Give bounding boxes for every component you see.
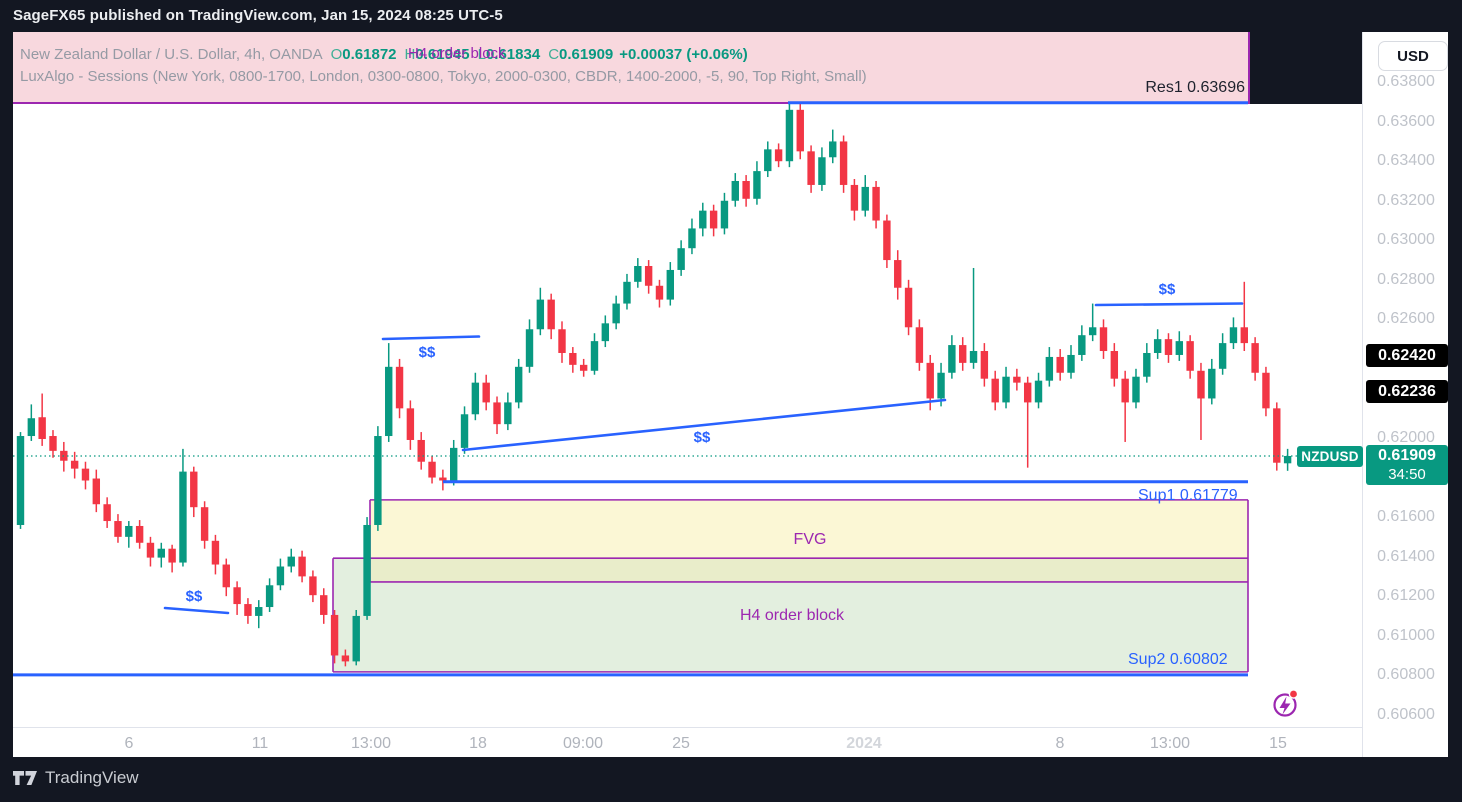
time-tick-label: 13:00	[1149, 735, 1191, 752]
alert-price-badge-2[interactable]: 0.62236	[1366, 380, 1448, 403]
price-tick-label: 0.63200	[1377, 191, 1435, 209]
candle-countdown: 34:50	[1388, 466, 1426, 483]
price-tick-label: 0.62800	[1377, 270, 1435, 288]
time-tick-label: 15	[1269, 735, 1287, 752]
indicator-title: LuxAlgo - Sessions (New York, 0800-1700,…	[20, 68, 867, 85]
tradingview-logo-text: TradingView	[45, 768, 139, 787]
change-value: +0.00037 (+0.06%)	[619, 46, 748, 63]
time-tick-label: 09:00	[562, 735, 604, 752]
high-value: 0.61945	[415, 46, 470, 63]
current-price-value: 0.61909	[1378, 447, 1436, 464]
price-tick-label: 0.61400	[1377, 547, 1435, 565]
indicator-legend-row[interactable]: LuxAlgo - Sessions (New York, 0800-1700,…	[20, 68, 867, 85]
low-letter: L	[477, 46, 486, 63]
price-tick-label: 0.61600	[1377, 508, 1435, 526]
symbol-title: New Zealand Dollar / U.S. Dollar, 4h, OA…	[20, 46, 323, 63]
time-tick-label: 8	[1055, 735, 1065, 752]
money-mark: $$	[1158, 281, 1176, 298]
tradingview-logo-icon	[13, 771, 37, 785]
currency-toggle-button[interactable]: USD	[1378, 41, 1448, 71]
time-tick-label: 11	[251, 735, 269, 752]
price-tick-label: 0.60800	[1377, 666, 1435, 684]
symbol-legend-row[interactable]: New Zealand Dollar / U.S. Dollar, 4h, OA…	[20, 46, 748, 63]
money-mark: $$	[185, 588, 203, 605]
price-tick-label: 0.63000	[1377, 231, 1435, 249]
tradingview-logo[interactable]: TradingView	[13, 768, 139, 788]
open-letter: O	[330, 46, 343, 63]
alert-price-badge-1[interactable]: 0.62420	[1366, 344, 1448, 367]
h4-order-block-floating-label: H4 order block	[408, 45, 506, 62]
session-band-cbdr	[13, 32, 1250, 104]
published-header: SageFX65 published on TradingView.com, J…	[13, 7, 503, 24]
price-tick-label: 0.63400	[1377, 152, 1435, 170]
time-tick-label: 18	[469, 735, 487, 752]
time-tick-label: 6	[124, 735, 134, 752]
close-value: 0.61909	[559, 46, 614, 63]
sup1-level-label: Sup1 0.61779	[1138, 487, 1238, 504]
top-right-dark-corner	[1250, 32, 1362, 104]
low-value: 0.61834	[485, 46, 541, 63]
fvg-zone-label: FVG	[793, 531, 827, 548]
open-value: 0.61872	[342, 46, 397, 63]
price-tick-label: 0.60600	[1377, 705, 1435, 723]
time-tick-label: 25	[672, 735, 690, 752]
price-tick-label: 0.63600	[1377, 112, 1435, 130]
time-axis[interactable]	[13, 727, 1448, 757]
current-price-badge: 0.61909 34:50	[1366, 445, 1448, 485]
h4-order-block-zone-label: H4 order block	[739, 607, 845, 624]
money-mark: $$	[693, 429, 711, 446]
res1-level-label: Res1 0.63696	[1145, 79, 1245, 96]
time-tick-label: 2024	[846, 735, 882, 752]
symbol-price-tag: NZDUSD	[1297, 446, 1363, 467]
time-tick-label: 13:00	[350, 735, 392, 752]
price-tick-label: 0.63800	[1377, 73, 1435, 91]
sup2-level-label: Sup2 0.60802	[1128, 651, 1228, 668]
price-tick-label: 0.61000	[1377, 626, 1435, 644]
price-tick-label: 0.61200	[1377, 587, 1435, 605]
close-letter: C	[548, 46, 560, 63]
money-mark: $$	[418, 344, 436, 361]
price-tick-label: 0.62600	[1377, 310, 1435, 328]
high-letter: H	[404, 46, 416, 63]
price-tick-label: 0.62000	[1377, 429, 1435, 446]
